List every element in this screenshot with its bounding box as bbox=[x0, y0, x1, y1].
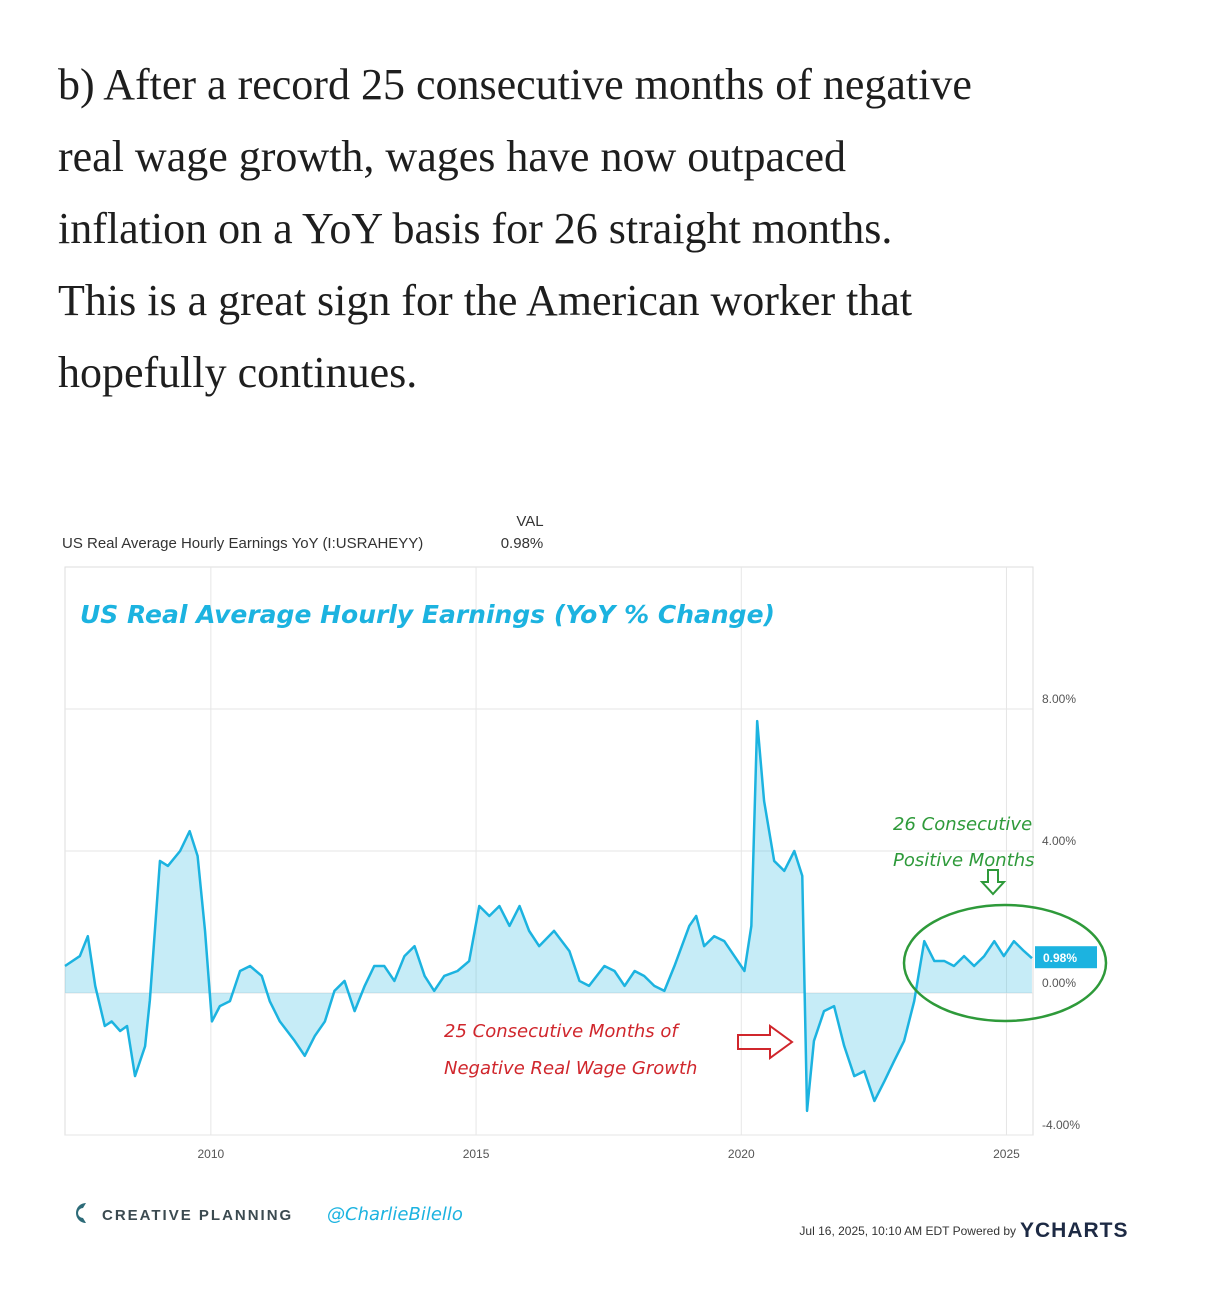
y-tick-label: 4.00% bbox=[1042, 834, 1076, 848]
val-header: VAL bbox=[516, 513, 543, 530]
x-tick-label: 2025 bbox=[993, 1147, 1020, 1161]
annotation-negative: 25 Consecutive Months of bbox=[444, 1021, 680, 1042]
area-fill bbox=[65, 721, 1032, 1111]
annotation-positive: Positive Months bbox=[893, 850, 1035, 871]
handle: @CharlieBilello bbox=[327, 1204, 463, 1225]
plot bbox=[64, 567, 1033, 1136]
post-text: b) After a record 25 consecutive months … bbox=[58, 60, 972, 397]
annotation-positive: 26 Consecutive bbox=[893, 814, 1032, 835]
ycharts-logo: YCHARTS bbox=[1020, 1219, 1129, 1242]
x-tick-label: 2015 bbox=[463, 1147, 490, 1161]
brand: CREATIVE PLANNING bbox=[102, 1207, 293, 1224]
post-line: inflation on a YoY basis for 26 straight… bbox=[58, 204, 892, 253]
timestamp: Jul 16, 2025, 10:10 AM EDT Powered by bbox=[799, 1224, 1016, 1238]
post-line: hopefully continues. bbox=[58, 348, 417, 397]
y-tick-label: -4.00% bbox=[1042, 1118, 1080, 1132]
series-header: US Real Average Hourly Earnings YoY (I:U… bbox=[62, 535, 423, 552]
chart-title: US Real Average Hourly Earnings (YoY % C… bbox=[80, 600, 775, 629]
green-arrow bbox=[979, 869, 1007, 896]
red-arrow bbox=[737, 1024, 794, 1060]
val-text: 0.98% bbox=[501, 535, 544, 552]
x-tick-label: 2010 bbox=[198, 1147, 225, 1161]
green-ellipse bbox=[902, 903, 1108, 1023]
logo-icon bbox=[76, 1203, 86, 1223]
y-tick-label: 0.00% bbox=[1042, 976, 1076, 990]
x-tick-label: 2020 bbox=[728, 1147, 755, 1161]
annotation-negative: Negative Real Wage Growth bbox=[444, 1058, 697, 1079]
y-tick-label: 8.00% bbox=[1042, 692, 1076, 706]
post-line: b) After a record 25 consecutive months … bbox=[58, 60, 972, 109]
line bbox=[64, 719, 1033, 1113]
post-line: This is a great sign for the American wo… bbox=[58, 276, 912, 325]
value-flag bbox=[1035, 946, 1097, 969]
post-line: real wage growth, wages have now outpace… bbox=[58, 132, 846, 181]
value-flag-label: 0.98% bbox=[1043, 951, 1077, 965]
